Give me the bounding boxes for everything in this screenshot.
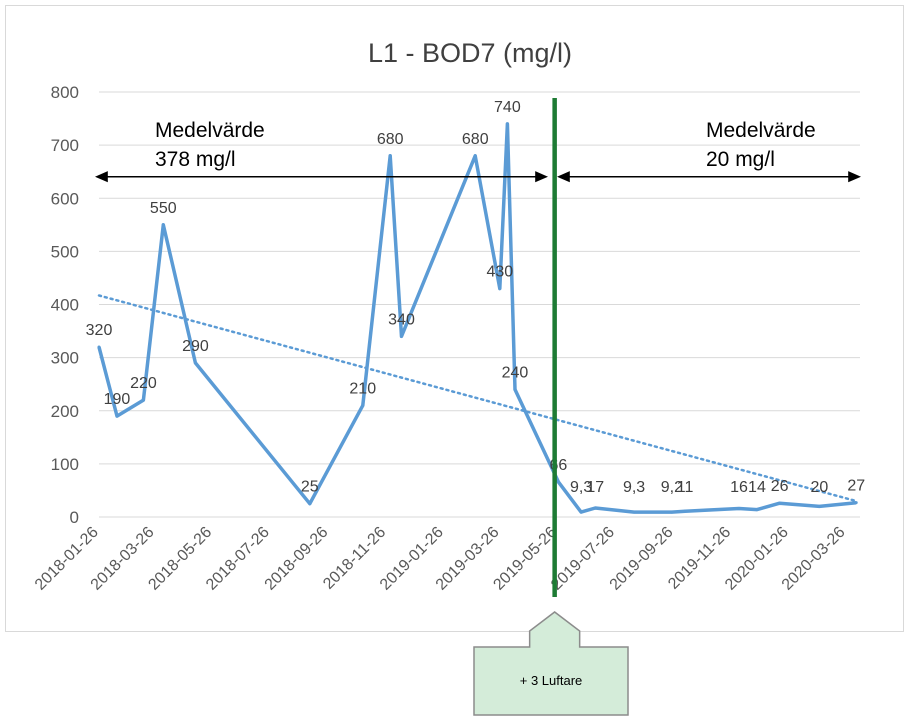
data-point (513, 388, 517, 391)
data-point (670, 510, 674, 514)
data-label: 20 (810, 479, 828, 496)
data-point (593, 506, 597, 510)
data-label: 320 (86, 322, 113, 339)
annotation-text: 20 mg/l (706, 148, 775, 171)
data-point (498, 287, 502, 291)
data-label: 680 (462, 131, 489, 148)
gridlines (99, 91, 860, 518)
arrow-head-left (557, 171, 570, 183)
data-label: 210 (349, 380, 376, 397)
annotation-text: Medelvärde (155, 119, 265, 142)
y-tick-label: 400 (51, 296, 79, 315)
data-label: 240 (502, 365, 529, 382)
data-point (308, 502, 312, 506)
y-tick-label: 0 (70, 508, 79, 527)
data-point (400, 334, 404, 338)
data-point (817, 504, 821, 508)
data-point (755, 508, 759, 512)
data-label: 9,2 (661, 479, 683, 496)
annotation-text: 378 mg/l (155, 148, 236, 171)
data-label: 16 (730, 479, 748, 496)
data-label: 9,3 (623, 479, 645, 496)
y-tick-label: 200 (51, 402, 79, 421)
data-point (737, 507, 741, 510)
data-label: 17 (586, 479, 604, 496)
y-tick-label: 700 (51, 136, 79, 155)
data-point (778, 501, 782, 505)
trendline (97, 294, 858, 503)
data-point (632, 510, 636, 514)
data-point (556, 480, 560, 484)
data-label: 27 (847, 478, 865, 495)
data-point (193, 361, 197, 365)
chart-frame (5, 5, 904, 632)
data-label: 66 (550, 457, 568, 474)
data-label: 26 (771, 478, 789, 495)
data-point (97, 345, 101, 349)
data-point (115, 414, 119, 418)
data-label: 290 (182, 338, 209, 355)
annotations: Medelvärde 378 mg/l Medelvärde 20 mg/l (95, 119, 861, 183)
data-label: 11 (677, 479, 694, 496)
y-tick-label: 100 (51, 455, 79, 474)
arrow-head-right (848, 171, 861, 183)
series (97, 122, 858, 514)
data-point (473, 154, 477, 158)
data-label: 340 (388, 311, 415, 328)
chart-title: L1 - BOD7 (mg/l) (368, 38, 572, 68)
data-label: 220 (130, 375, 157, 392)
callout: + 3 Luftare (473, 611, 629, 716)
data-label: 25 (301, 479, 319, 496)
data-point (505, 122, 509, 126)
data-label: 550 (150, 200, 177, 217)
series-line (97, 122, 857, 514)
data-point (388, 154, 392, 158)
data-point (161, 223, 165, 227)
data-label: 680 (377, 131, 404, 148)
x-axis: 2018-01-262018-03-262018-05-262018-07-26… (32, 524, 849, 594)
data-point (141, 398, 145, 402)
callout-text: + 3 Luftare (520, 673, 583, 688)
y-axis: 0 100 200 300 400 500 600 700 800 (51, 83, 79, 527)
y-tick-label: 600 (51, 189, 79, 208)
y-tick-label: 500 (51, 242, 79, 261)
data-point (579, 510, 583, 514)
arrow-head-left (95, 171, 108, 183)
arrow-head-right (535, 171, 548, 183)
callout-box (473, 611, 629, 716)
data-label: 740 (494, 99, 521, 116)
y-tick-label: 300 (51, 349, 79, 368)
data-label: 9,3 (570, 479, 592, 496)
trendline-path (97, 294, 858, 503)
data-point (361, 403, 365, 407)
data-label: 430 (486, 264, 513, 281)
y-tick-label: 800 (51, 83, 79, 102)
data-point (683, 509, 687, 513)
data-label: 14 (748, 479, 766, 496)
data-label: 190 (104, 391, 131, 408)
data-point (854, 501, 858, 505)
annotation-text: Medelvärde (706, 119, 816, 142)
